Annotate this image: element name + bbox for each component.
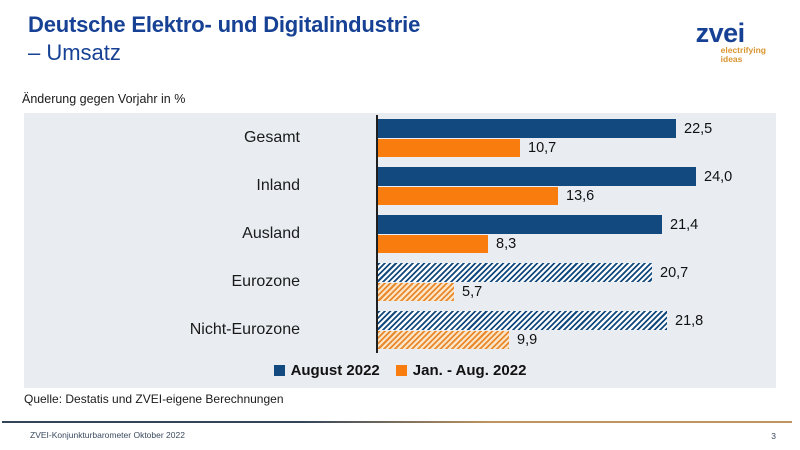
category-label: Gesamt (243, 129, 300, 146)
footer-document-title: ZVEI-Konjunkturbarometer Oktober 2022 (30, 430, 185, 440)
bar-august (378, 119, 676, 138)
value-label-august: 21,4 (670, 216, 699, 233)
bar-janaug (378, 139, 520, 157)
page-number: 3 (771, 431, 776, 441)
slide-title-line2: – Umsatz (28, 40, 121, 65)
legend-item-janaug: Jan. - Aug. 2022 (395, 362, 527, 379)
slide-title-line1: Deutsche Elektro- und Digitalindustrie (28, 12, 421, 37)
zvei-tagline-line2: ideas (720, 53, 743, 64)
value-label-janaug: 8,3 (496, 236, 517, 252)
bar-rows: Gesamt 22,5 10,7 Inland 24,0 13,6 (24, 119, 776, 359)
category-label: Inland (256, 177, 300, 194)
bar-august (378, 263, 652, 282)
category-label: Eurozone (231, 273, 301, 290)
value-label-august: 24,0 (704, 168, 733, 185)
bar-august (378, 167, 696, 186)
chart-subtitle: Änderung gegen Vorjahr in % (22, 92, 186, 106)
value-label-august: 22,5 (684, 120, 713, 137)
category-label: Nicht-Eurozone (189, 321, 300, 338)
value-label-janaug: 13,6 (566, 188, 595, 204)
source-note: Quelle: Destatis und ZVEI-eigene Berechn… (24, 392, 284, 406)
legend-label-janaug: Jan. - Aug. 2022 (412, 362, 527, 379)
bar-row-eurozone: Eurozone 20,7 5,7 (24, 263, 776, 301)
legend-label-august: August 2022 (290, 362, 380, 379)
zvei-logo-wordmark: zvei (695, 18, 746, 48)
value-label-august: 20,7 (660, 264, 689, 281)
value-label-janaug: 5,7 (462, 284, 483, 300)
category-label: Ausland (242, 225, 300, 242)
bar-janaug (378, 283, 454, 301)
value-label-august: 21,8 (675, 312, 704, 329)
legend-swatch-august (273, 365, 285, 376)
chart-panel: Gesamt 22,5 10,7 Inland 24,0 13,6 (24, 113, 776, 388)
chart-legend: August 2022 Jan. - Aug. 2022 (24, 362, 776, 379)
bar-janaug (378, 187, 558, 205)
bar-janaug (378, 235, 488, 253)
bar-janaug (378, 331, 509, 349)
zvei-logo: zvei electrifying ideas (696, 20, 766, 63)
bar-august (378, 215, 662, 234)
value-label-janaug: 9,9 (517, 332, 538, 348)
footer-divider-line (2, 421, 792, 423)
bar-row-nicht-eurozone: Nicht-Eurozone 21,8 9,9 (24, 311, 776, 349)
y-axis-line (376, 115, 378, 353)
value-label-janaug: 10,7 (528, 140, 557, 156)
bar-row-inland: Inland 24,0 13,6 (24, 167, 776, 205)
legend-item-august: August 2022 (273, 362, 380, 379)
bar-row-gesamt: Gesamt 22,5 10,7 (24, 119, 776, 157)
bar-august (378, 311, 667, 330)
legend-swatch-janaug (395, 365, 407, 376)
zvei-logo-tagline: electrifying ideas (721, 46, 766, 63)
bar-row-ausland: Ausland 21,4 8,3 (24, 215, 776, 253)
zvei-tagline-line1: electrifying (720, 45, 766, 55)
